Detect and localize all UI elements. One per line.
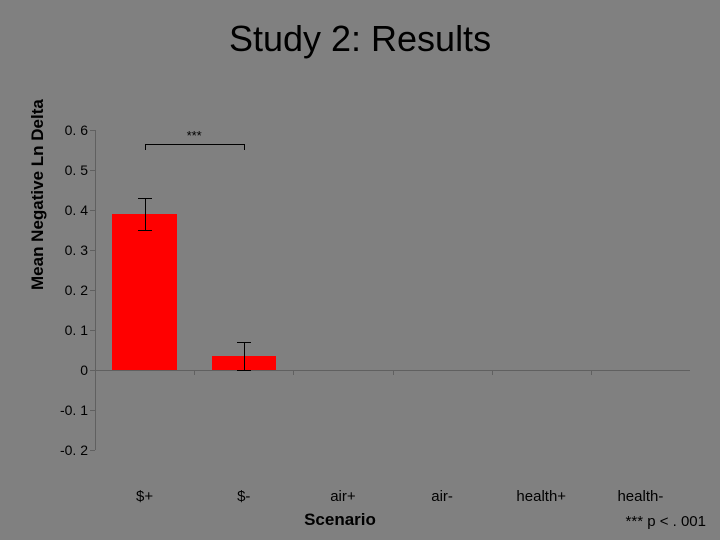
y-tick-label: 0 (80, 362, 88, 378)
x-category-label: health- (617, 488, 663, 505)
y-tick (90, 410, 95, 411)
x-category-label: air+ (330, 488, 355, 505)
error-bar-stem (145, 198, 146, 230)
y-tick-label: 0. 6 (65, 122, 88, 138)
y-tick-label: 0. 2 (65, 282, 88, 298)
y-axis-title: Mean Negative Ln Delta (28, 99, 48, 290)
y-axis-line (95, 130, 96, 450)
chart-plot-area: 0. 60. 50. 40. 30. 20. 10-0. 1-0. 2$+$-a… (95, 130, 690, 450)
error-bar-whisker (138, 198, 152, 199)
y-tick (90, 210, 95, 211)
significance-bracket (145, 144, 146, 150)
significance-footnote: *** p < . 001 (626, 513, 706, 530)
significance-bracket (145, 144, 244, 145)
y-tick-label: 0. 3 (65, 242, 88, 258)
y-tick (90, 450, 95, 451)
error-bar-whisker (138, 230, 152, 231)
y-tick (90, 250, 95, 251)
y-tick (90, 290, 95, 291)
y-tick (90, 330, 95, 331)
y-tick-label: 0. 4 (65, 202, 88, 218)
bar (112, 214, 176, 370)
x-category-label: air- (431, 488, 453, 505)
error-bar-stem (244, 342, 245, 370)
x-tick (492, 370, 493, 375)
y-tick (90, 170, 95, 171)
y-tick-label: 0. 5 (65, 162, 88, 178)
x-category-label: $+ (136, 488, 153, 505)
y-tick-label: -0. 2 (60, 442, 88, 458)
error-bar-whisker (237, 342, 251, 343)
y-tick-label: 0. 1 (65, 322, 88, 338)
chart-title: Study 2: Results (0, 18, 720, 60)
y-tick (90, 130, 95, 131)
x-tick (393, 370, 394, 375)
x-category-label: $- (237, 488, 250, 505)
significance-bracket (244, 144, 245, 150)
error-bar-whisker (237, 370, 251, 371)
x-tick (293, 370, 294, 375)
y-tick-label: -0. 1 (60, 402, 88, 418)
significance-label: *** (187, 128, 202, 143)
x-tick (194, 370, 195, 375)
x-axis-title: Scenario (304, 510, 376, 530)
x-tick (591, 370, 592, 375)
x-category-label: health+ (516, 488, 566, 505)
